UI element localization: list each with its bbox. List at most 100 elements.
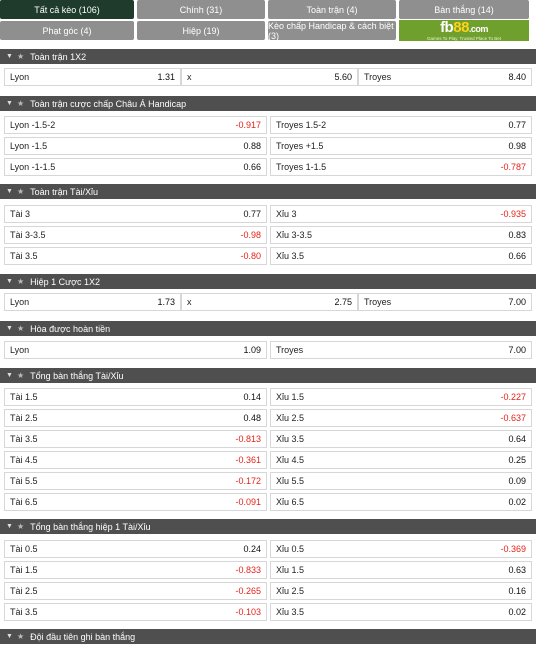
star-icon[interactable]: ★	[16, 522, 25, 531]
caret-down-icon[interactable]: ▼	[6, 53, 13, 60]
star-icon[interactable]: ★	[16, 277, 25, 286]
caret-down-icon[interactable]: ▼	[6, 372, 13, 379]
odds-cell[interactable]: Tài 3.5 -0.813	[4, 430, 267, 448]
caret-down-icon[interactable]: ▼	[6, 100, 13, 107]
caret-down-icon[interactable]: ▼	[6, 188, 13, 195]
star-icon[interactable]: ★	[16, 99, 25, 108]
caret-down-icon[interactable]: ▼	[6, 325, 13, 332]
odds-cell[interactable]: Lyon 1.09	[4, 341, 267, 359]
market-header[interactable]: ▼ ★ Tổng bàn thắng Tài/Xỉu	[0, 368, 536, 383]
caret-down-icon[interactable]: ▼	[6, 523, 13, 530]
odds-cell[interactable]: Xỉu 1.5 -0.227	[270, 388, 532, 406]
selection-label: Troyes	[364, 72, 392, 82]
odds-value: 5.60	[334, 72, 352, 82]
market-header[interactable]: ▼ ★ Đội đầu tiên ghi bàn thắng	[0, 629, 536, 644]
star-icon[interactable]: ★	[16, 52, 25, 61]
odds-cell[interactable]: Lyon -1-1.5 0.66	[4, 158, 267, 176]
selection-label: Lyon -1.5-2	[10, 120, 56, 130]
odds-cell[interactable]: Xỉu 3.5 0.66	[270, 247, 532, 265]
odds-cell[interactable]: Tài 3.5 -0.103	[4, 603, 267, 621]
odds-cell[interactable]: Xỉu 4.5 0.25	[270, 451, 532, 469]
selection-label: Tài 3.5	[10, 434, 38, 444]
tab-4[interactable]: Bàn thắng (14)	[399, 0, 529, 19]
odds-cell[interactable]: Xỉu 2.5 -0.637	[270, 409, 532, 427]
odds-cell[interactable]: Lyon 1.31	[4, 68, 181, 86]
selection-label: Tài 3	[10, 209, 31, 219]
odds-cell[interactable]: Xỉu 2.5 0.16	[270, 582, 532, 600]
selection-label: Xỉu 2.5	[276, 413, 305, 423]
odds-cell[interactable]: Tài 0.5 0.24	[4, 540, 267, 558]
market-header[interactable]: ▼ ★ Toàn trận cược chấp Châu Á Handicap	[0, 96, 536, 111]
odds-value: 0.14	[243, 392, 261, 402]
odds-cell[interactable]: Tài 5.5 -0.172	[4, 472, 267, 490]
odds-cell[interactable]: Troyes +1.5 0.98	[270, 137, 532, 155]
star-icon[interactable]: ★	[16, 371, 25, 380]
market-header[interactable]: ▼ ★ Toàn trận 1X2	[0, 49, 536, 64]
odds-cell[interactable]: Xỉu 0.5 -0.369	[270, 540, 532, 558]
odds-cell[interactable]: Xỉu 3.5 0.02	[270, 603, 532, 621]
odds-cell[interactable]: Xỉu 5.5 0.09	[270, 472, 532, 490]
odds-cell[interactable]: Tài 3 0.77	[4, 205, 267, 223]
odds-cell[interactable]: Troyes 7.00	[270, 341, 532, 359]
odds-value: -0.091	[235, 497, 261, 507]
tab-5[interactable]: Phạt góc (4)	[0, 21, 134, 40]
selection-label: Lyon -1-1.5	[10, 162, 56, 172]
odds-cell[interactable]: Tài 2.5 0.48	[4, 409, 267, 427]
odds-value: 0.66	[508, 251, 526, 261]
odds-cell[interactable]: Xỉu 3-3.5 0.83	[270, 226, 532, 244]
odds-value: 0.66	[243, 162, 261, 172]
odds-value: 1.31	[157, 72, 175, 82]
caret-down-icon[interactable]: ▼	[6, 278, 13, 285]
selection-label: Lyon	[10, 297, 30, 307]
selection-label: Tài 2.5	[10, 413, 38, 423]
star-icon[interactable]: ★	[16, 187, 25, 196]
odds-cell[interactable]: Tài 3.5 -0.80	[4, 247, 267, 265]
market-header[interactable]: ▼ ★ Hòa được hoàn tiền	[0, 321, 536, 336]
odds-cell[interactable]: Troyes 8.40	[358, 68, 532, 86]
tab-1[interactable]: Tất cả kèo (106)	[0, 0, 134, 19]
odds-cell[interactable]: Troyes 1.5-2 0.77	[270, 116, 532, 134]
odds-value: -0.369	[500, 544, 526, 554]
market-header[interactable]: ▼ ★ Tổng bàn thắng hiệp 1 Tài/Xỉu	[0, 519, 536, 534]
selection-label: Xỉu 4.5	[276, 455, 305, 465]
selection-label: Xỉu 3-3.5	[276, 230, 313, 240]
selection-label: Tài 1.5	[10, 565, 38, 575]
selection-label: Tài 1.5	[10, 392, 38, 402]
odds-value: -0.98	[240, 230, 261, 240]
odds-value: 7.00	[508, 297, 526, 307]
selection-label: Xỉu 6.5	[276, 497, 305, 507]
odds-cell[interactable]: Tài 1.5 -0.833	[4, 561, 267, 579]
odds-cell[interactable]: Troyes 1-1.5 -0.787	[270, 158, 532, 176]
market-header[interactable]: ▼ ★ Toàn trận Tài/Xỉu	[0, 184, 536, 199]
tab-2[interactable]: Chính (31)	[137, 0, 265, 19]
odds-value: 1.73	[157, 297, 175, 307]
odds-cell[interactable]: x 2.75	[181, 293, 358, 311]
odds-cell[interactable]: Lyon -1.5-2 -0.917	[4, 116, 267, 134]
odds-cell[interactable]: Lyon -1.5 0.88	[4, 137, 267, 155]
odds-cell[interactable]: Tài 6.5 -0.091	[4, 493, 267, 511]
selection-label: Tài 5.5	[10, 476, 38, 486]
market-header[interactable]: ▼ ★ Hiệp 1 Cược 1X2	[0, 274, 536, 289]
star-icon[interactable]: ★	[16, 632, 25, 641]
odds-cell[interactable]: Tài 1.5 0.14	[4, 388, 267, 406]
odds-cell[interactable]: Tài 2.5 -0.265	[4, 582, 267, 600]
tab-7[interactable]: Kèo chấp Handicap & cách biệt (3)	[268, 21, 396, 41]
caret-down-icon[interactable]: ▼	[6, 633, 13, 640]
odds-cell[interactable]: Xỉu 3 -0.935	[270, 205, 532, 223]
odds-cell[interactable]: x 5.60	[181, 68, 358, 86]
selection-label: Troyes	[276, 345, 304, 355]
odds-cell[interactable]: Xỉu 1.5 0.63	[270, 561, 532, 579]
odds-cell[interactable]: Tài 4.5 -0.361	[4, 451, 267, 469]
odds-value: 0.16	[508, 586, 526, 596]
selection-label: Xỉu 3.5	[276, 607, 305, 617]
tab-3[interactable]: Toàn trận (4)	[268, 0, 396, 19]
odds-value: 0.77	[243, 209, 261, 219]
star-icon[interactable]: ★	[16, 324, 25, 333]
odds-cell[interactable]: Lyon 1.73	[4, 293, 181, 311]
odds-cell[interactable]: Troyes 7.00	[358, 293, 532, 311]
odds-cell[interactable]: Tài 3-3.5 -0.98	[4, 226, 267, 244]
odds-value: 0.64	[508, 434, 526, 444]
tab-6[interactable]: Hiệp (19)	[137, 21, 265, 40]
odds-cell[interactable]: Xỉu 6.5 0.02	[270, 493, 532, 511]
odds-cell[interactable]: Xỉu 3.5 0.64	[270, 430, 532, 448]
